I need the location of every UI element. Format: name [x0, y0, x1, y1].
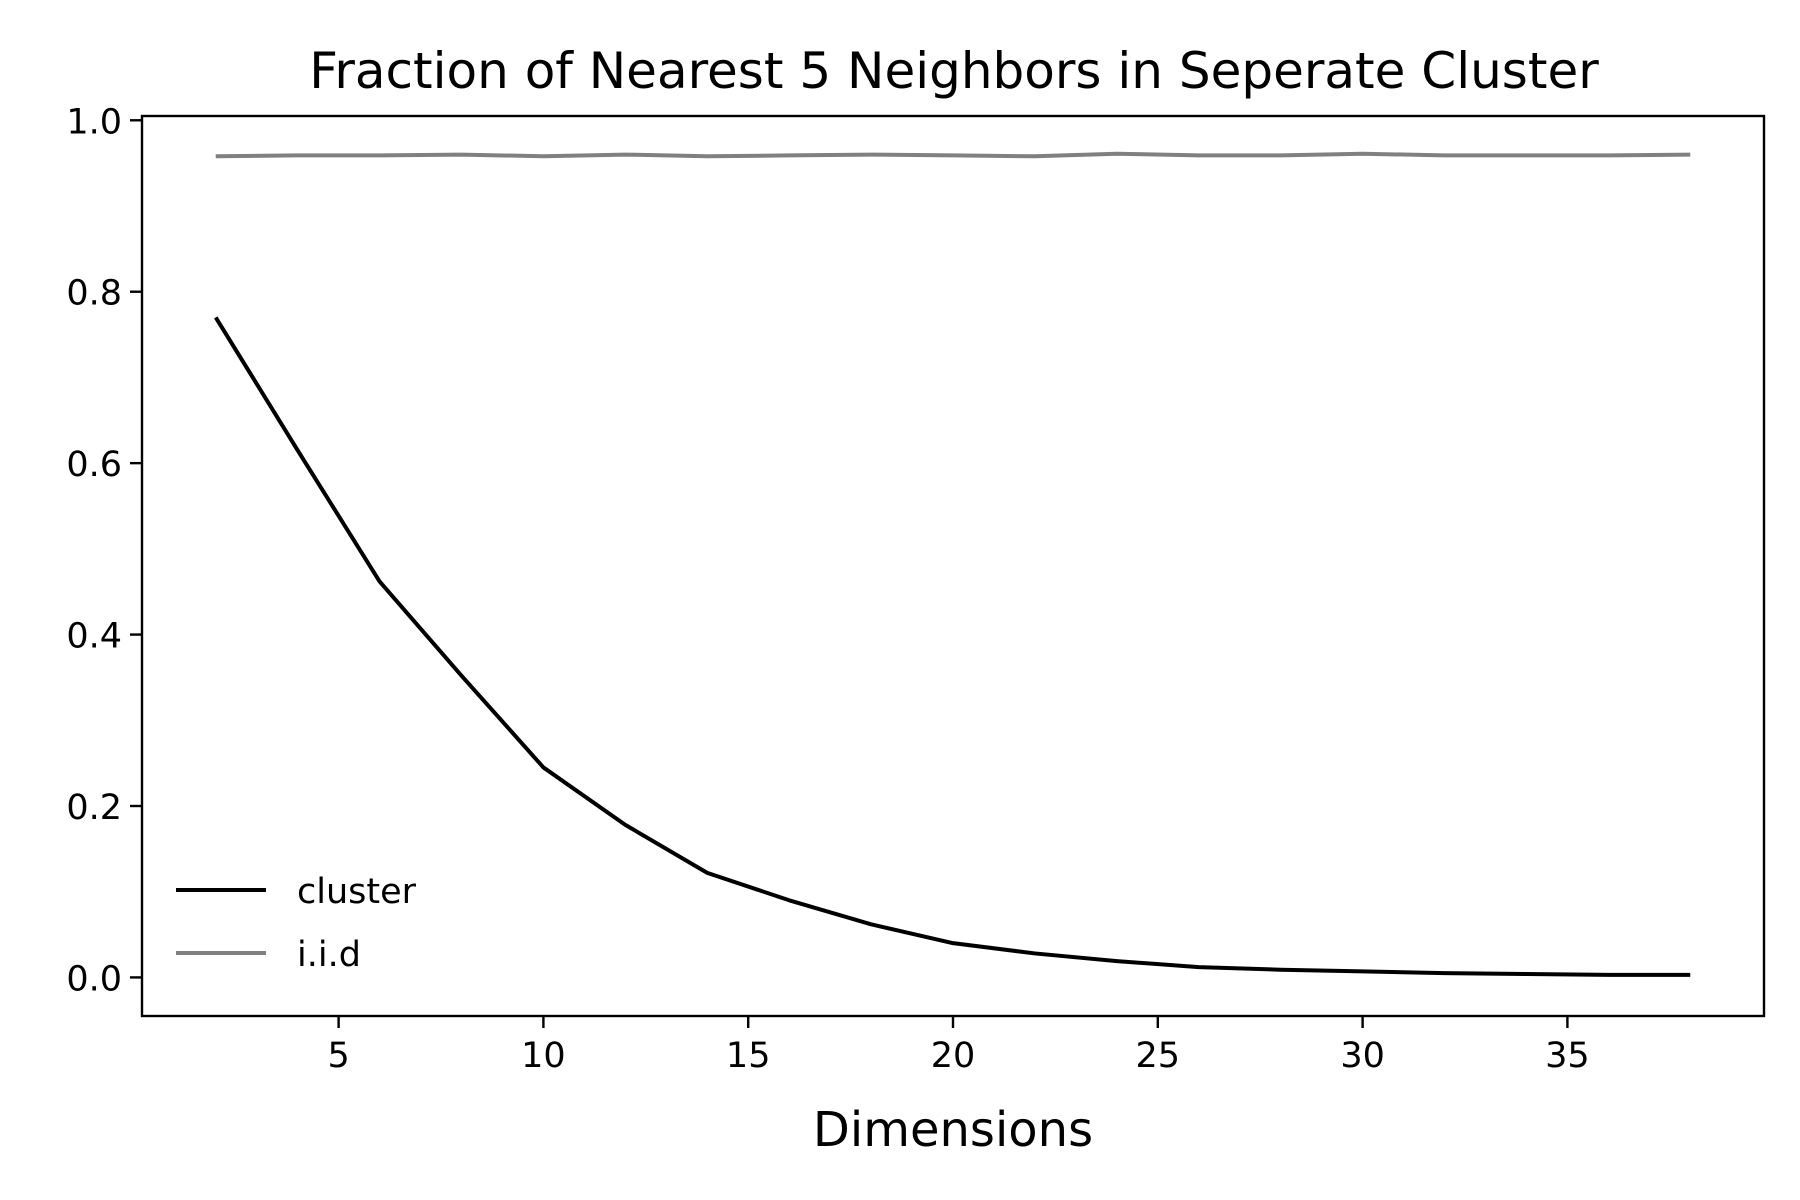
y-tick-label-1.0: 1.0	[66, 102, 122, 142]
x-axis: 5 10 15 20 25 30 35	[327, 1016, 1590, 1076]
x-tick-label-5: 5	[327, 1036, 349, 1076]
series-layer	[214, 151, 1691, 977]
x-tick-label-30: 30	[1340, 1036, 1385, 1076]
y-tick-label-0.6: 0.6	[66, 445, 122, 485]
series-line-iid	[215, 151, 1691, 159]
legend-label-cluster: cluster	[297, 872, 417, 912]
series-line-cluster	[214, 316, 1691, 977]
x-tick-label-25: 25	[1136, 1036, 1181, 1076]
x-tick-label-10: 10	[521, 1036, 566, 1076]
y-tick-label-0.4: 0.4	[66, 617, 122, 657]
y-tick-label-0.0: 0.0	[66, 959, 122, 999]
x-tick-label-15: 15	[726, 1036, 771, 1076]
y-axis: 0.0 0.2 0.4 0.6 0.8 1.0	[66, 102, 142, 999]
x-tick-label-20: 20	[931, 1036, 976, 1076]
y-tick-label-0.2: 0.2	[66, 788, 122, 828]
x-tick-label-35: 35	[1545, 1036, 1590, 1076]
chart-title: Fraction of Nearest 5 Neighbors in Seper…	[309, 42, 1599, 100]
x-axis-label: Dimensions	[813, 1102, 1093, 1158]
legend-label-iid: i.i.d	[297, 935, 361, 975]
legend: cluster i.i.d	[176, 872, 417, 975]
y-tick-label-0.8: 0.8	[66, 274, 122, 314]
